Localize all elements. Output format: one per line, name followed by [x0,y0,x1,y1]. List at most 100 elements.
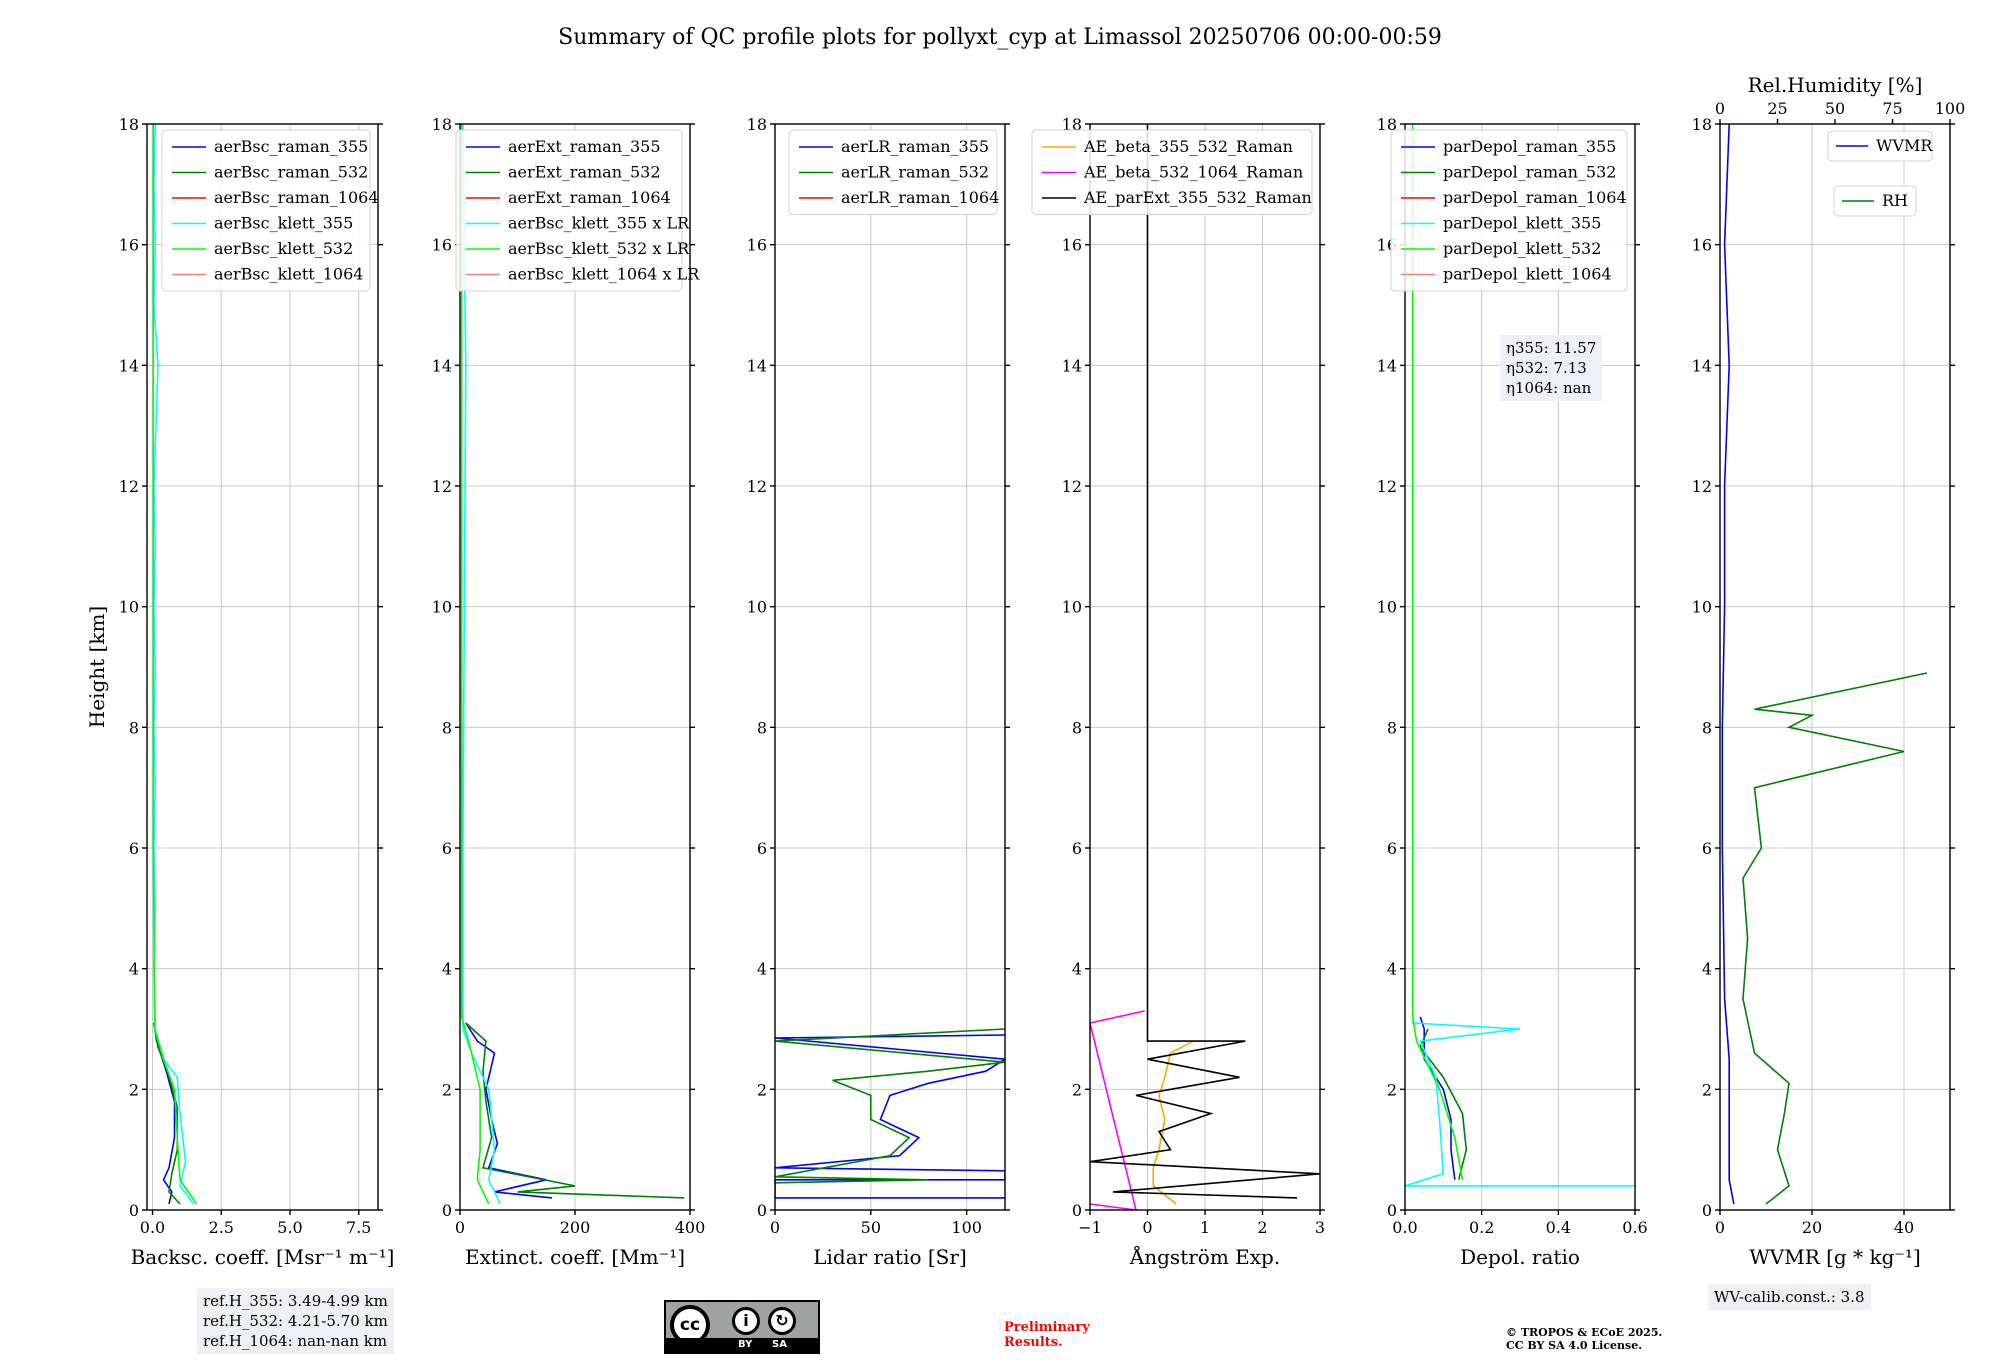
x-tick-label: 100 [951,1218,982,1237]
y-tick-label: 12 [1377,477,1397,496]
y-tick-label: 18 [1062,115,1082,134]
legend-entry-aerext-raman-532: aerExt_raman_532 [508,163,661,182]
y-tick-label: 0 [1072,1201,1082,1220]
series-line-aerbsc-klett-355 [153,124,195,1205]
series-line-rh [1742,672,1928,1205]
x-top-axis-label: Rel.Humidity [%] [1748,73,1923,97]
legend-entry-aerext-raman-1064: aerExt_raman_1064 [508,188,671,207]
preliminary-results-note: Preliminary Results. [1004,1320,1090,1350]
series-line-pardepol-raman-355 [1419,1016,1456,1180]
legend-entry-aerbsc-klett-532-x-lr: aerBsc_klett_532 x LR [508,239,690,258]
legend-entry-aerbsc-raman-532: aerBsc_raman_532 [214,163,368,182]
x-tick-label: 50 [861,1218,881,1237]
annotation-line: η532: 7.13 [1506,359,1587,377]
series-line-pardepol-klett-355 [1405,124,1635,1187]
y-tick-label: 4 [1702,960,1712,979]
x-top-tick-label: 25 [1767,99,1787,118]
y-tick-label: 12 [1692,477,1712,496]
x-tick-label: −1 [1078,1218,1102,1237]
y-tick-label: 4 [1387,960,1397,979]
y-tick-label: 2 [757,1080,767,1099]
annotation-line: ref.H_355: 3.49-4.99 km [203,1292,388,1310]
legend-entry-aerlr-raman-355: aerLR_raman_355 [841,137,989,156]
series-line-pardepol-raman-532 [1419,1028,1468,1180]
legend-entry-aerbsc-klett-355-x-lr: aerBsc_klett_355 x LR [508,214,690,233]
y-tick-label: 12 [1062,477,1082,496]
y-tick-label: 12 [119,477,139,496]
annotation-line: η355: 11.57 [1506,339,1597,357]
y-tick-label: 2 [1387,1080,1397,1099]
y-tick-label: 14 [432,356,452,375]
y-tick-label: 0 [1702,1201,1712,1220]
series-line-aerbsc-klett-532-x-lr [460,124,490,1205]
legend-box [1833,185,1917,217]
plot-frame [1719,123,1951,1211]
series-line-ae-parext-355-532-raman [1090,124,1320,1199]
x-axis-label: Extinct. coeff. [Mm⁻¹] [465,1245,685,1269]
panel-2: 0 2 4 6 8 10 12 14 16 18 0 200 400 Extinct. coeff. [M… [432,115,706,1269]
legend-box [788,129,998,215]
share-alike-icon: ↻ [768,1307,796,1335]
legend-box [1390,129,1628,292]
x-tick-label: 0.0 [140,1218,165,1237]
legend-entry-aerbsc-raman-1064: aerBsc_raman_1064 [214,188,379,207]
y-tick-label: 6 [1702,839,1712,858]
legend-box [1827,130,1933,162]
eta-annotation: η355: 11.57 η532: 7.13 η1064: nan [1500,335,1603,401]
series-group [152,124,198,1205]
y-tick-label: 10 [432,598,452,617]
x-tick-label: 40 [1894,1218,1914,1237]
y-tick-label: 2 [442,1080,452,1099]
x-axis-label: Depol. ratio [1460,1245,1580,1269]
legend-entry-ae-beta-355-532-raman: AE_beta_355_532_Raman [1083,137,1293,156]
y-tick-label: 4 [1072,960,1082,979]
x-tick-label: 0 [455,1218,465,1237]
x-axis-label: Backsc. coeff. [Msr⁻¹ m⁻¹] [131,1245,395,1269]
x-tick-label: 5.0 [277,1218,302,1237]
y-tick-label: 10 [747,598,767,617]
annotation-line: WV-calib.const.: 3.8 [1714,1288,1865,1306]
series-group [1405,124,1635,1187]
y-tick-label: 0 [129,1201,139,1220]
y-tick-label: 6 [1072,839,1082,858]
copyright-note: © TROPOS & ECoE 2025. CC BY SA 4.0 Licen… [1506,1326,1663,1352]
x-tick-label: 0.2 [1469,1218,1494,1237]
x-tick-label: 0 [1142,1218,1152,1237]
y-tick-label: 18 [1377,115,1397,134]
y-tick-label: 14 [747,356,767,375]
series-line-aerbsc-klett-532 [152,124,198,1205]
annotation-line: η1064: nan [1506,379,1592,397]
y-tick-label: 18 [747,115,767,134]
series-line-aerext-raman-532 [465,1022,685,1199]
y-tick-label: 14 [1062,356,1082,375]
y-tick-label: 4 [757,960,767,979]
x-top-tick-label: 100 [1935,99,1966,118]
y-tick-label: 6 [442,839,452,858]
annotation-line: ref.H_1064: nan-nan km [203,1332,388,1350]
y-tick-label: 2 [129,1080,139,1099]
y-tick-label: 2 [1072,1080,1082,1099]
y-tick-label: 10 [119,598,139,617]
attribution-person-icon: i [732,1307,760,1335]
series-line-ae-beta-532-1064-raman [1090,1010,1145,1210]
x-tick-label: 200 [560,1218,591,1237]
y-tick-label: 14 [1692,356,1712,375]
y-axis-label: Height [km] [85,606,109,728]
legend-entry-aerbsc-klett-1064: aerBsc_klett_1064 [214,265,363,284]
legend-entry-pardepol-raman-532: parDepol_raman_532 [1443,163,1616,182]
legend-entry-aerlr-raman-532: aerLR_raman_532 [841,163,989,182]
y-tick-label: 18 [432,115,452,134]
series-line-pardepol-klett-532 [1411,124,1464,1180]
y-tick-label: 6 [1387,839,1397,858]
y-tick-label: 16 [747,236,767,255]
y-tick-label: 14 [119,356,139,375]
legend-box [161,129,371,292]
legend-entry-wvmr: WVMR [1876,136,1933,155]
y-tick-label: 4 [129,960,139,979]
legend-box [455,129,683,292]
legend-entry-aerbsc-klett-355: aerBsc_klett_355 [214,214,353,233]
legend-entry-pardepol-klett-532: parDepol_klett_532 [1443,239,1601,258]
